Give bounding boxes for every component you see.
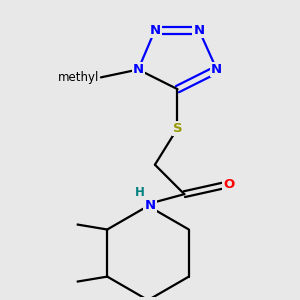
Text: N: N	[144, 200, 156, 212]
Text: N: N	[149, 24, 161, 37]
Text: N: N	[194, 24, 205, 37]
Text: methyl: methyl	[58, 71, 99, 84]
Text: H: H	[135, 186, 145, 199]
Text: N: N	[211, 63, 222, 76]
Text: S: S	[173, 122, 182, 135]
Text: N: N	[133, 63, 144, 76]
Text: O: O	[223, 178, 234, 191]
